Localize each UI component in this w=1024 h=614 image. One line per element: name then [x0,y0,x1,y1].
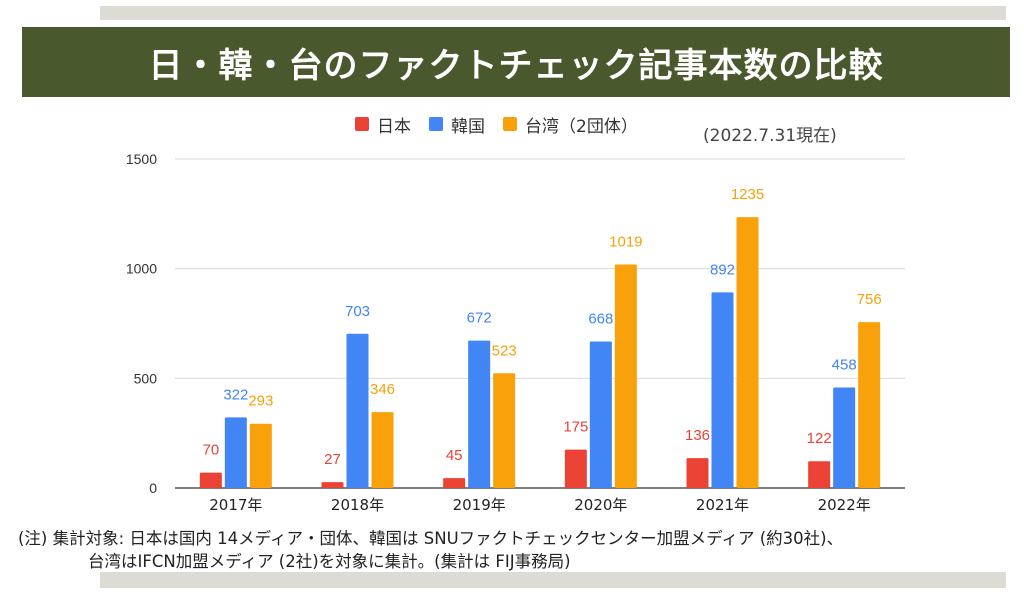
bar [808,461,831,488]
data-label: 458 [832,357,857,374]
page-title: 日・韓・台のファクトチェック記事本数の比較 [22,27,1010,97]
x-tick-label: 2018年 [331,496,384,514]
bar [614,264,637,488]
legend-label-taiwan: 台湾（2団体） [525,116,638,137]
bar [443,478,466,488]
legend-swatch-japan [355,117,369,131]
x-tick-label: 2019年 [453,496,506,514]
bar [833,387,856,488]
legend-label-korea: 韓国 [451,116,485,137]
bar [468,340,491,488]
bar [371,412,394,488]
as-of-date: (2022.7.31現在) [703,126,837,146]
x-tick-label: 2021年 [696,496,749,514]
legend-item-japan: 日本 [355,112,411,137]
data-label: 70 [202,442,219,459]
data-label: 703 [345,303,370,320]
data-label: 45 [446,447,463,464]
x-tick-label: 2022年 [818,496,871,514]
data-label: 175 [563,419,588,436]
legend-item-korea: 韓国 [429,112,485,137]
x-tick-label: 2017年 [209,496,262,514]
legend-swatch-korea [429,117,443,131]
x-tick-label: 2020年 [574,496,627,514]
data-label: 322 [223,386,248,403]
y-tick-label: 1500 [126,151,157,167]
footnote-line-2: 台湾はIFCN加盟メディア (2社)を対象に集計。(集計は FIJ事務局) [88,552,571,571]
bar [589,341,612,488]
bar [858,322,881,488]
bar [199,472,222,488]
chart-legend: 日本 韓国 台湾（2団体） [355,112,638,137]
data-label: 756 [857,291,882,308]
data-label: 672 [467,310,492,327]
y-tick-label: 500 [134,370,158,386]
data-label: 136 [685,427,710,444]
y-tick-label: 1000 [126,261,157,277]
bar [224,417,247,488]
bar [686,458,709,488]
bar [249,423,272,488]
data-label: 293 [248,393,273,410]
bottom-decor-band [100,572,1006,588]
bar [321,482,344,488]
data-label: 523 [492,342,517,359]
data-label: 892 [710,261,735,278]
data-label: 668 [588,310,613,327]
data-label: 1235 [731,186,764,203]
bar [493,373,516,488]
data-label: 122 [807,430,832,447]
footnote-line-1: (注) 集計対象: 日本は国内 14メディア・団体、韓国は SNUファクトチェッ… [18,529,844,548]
legend-swatch-taiwan [503,117,517,131]
bar [711,292,734,488]
data-label: 346 [370,381,395,398]
data-label: 27 [324,451,341,468]
legend-item-taiwan: 台湾（2団体） [503,112,638,137]
legend-label-japan: 日本 [377,116,411,137]
bar [564,449,587,488]
data-label: 1019 [609,233,642,250]
bar [736,217,759,488]
y-tick-label: 0 [149,480,157,496]
bar [346,333,369,488]
top-decor-band [100,6,1006,20]
